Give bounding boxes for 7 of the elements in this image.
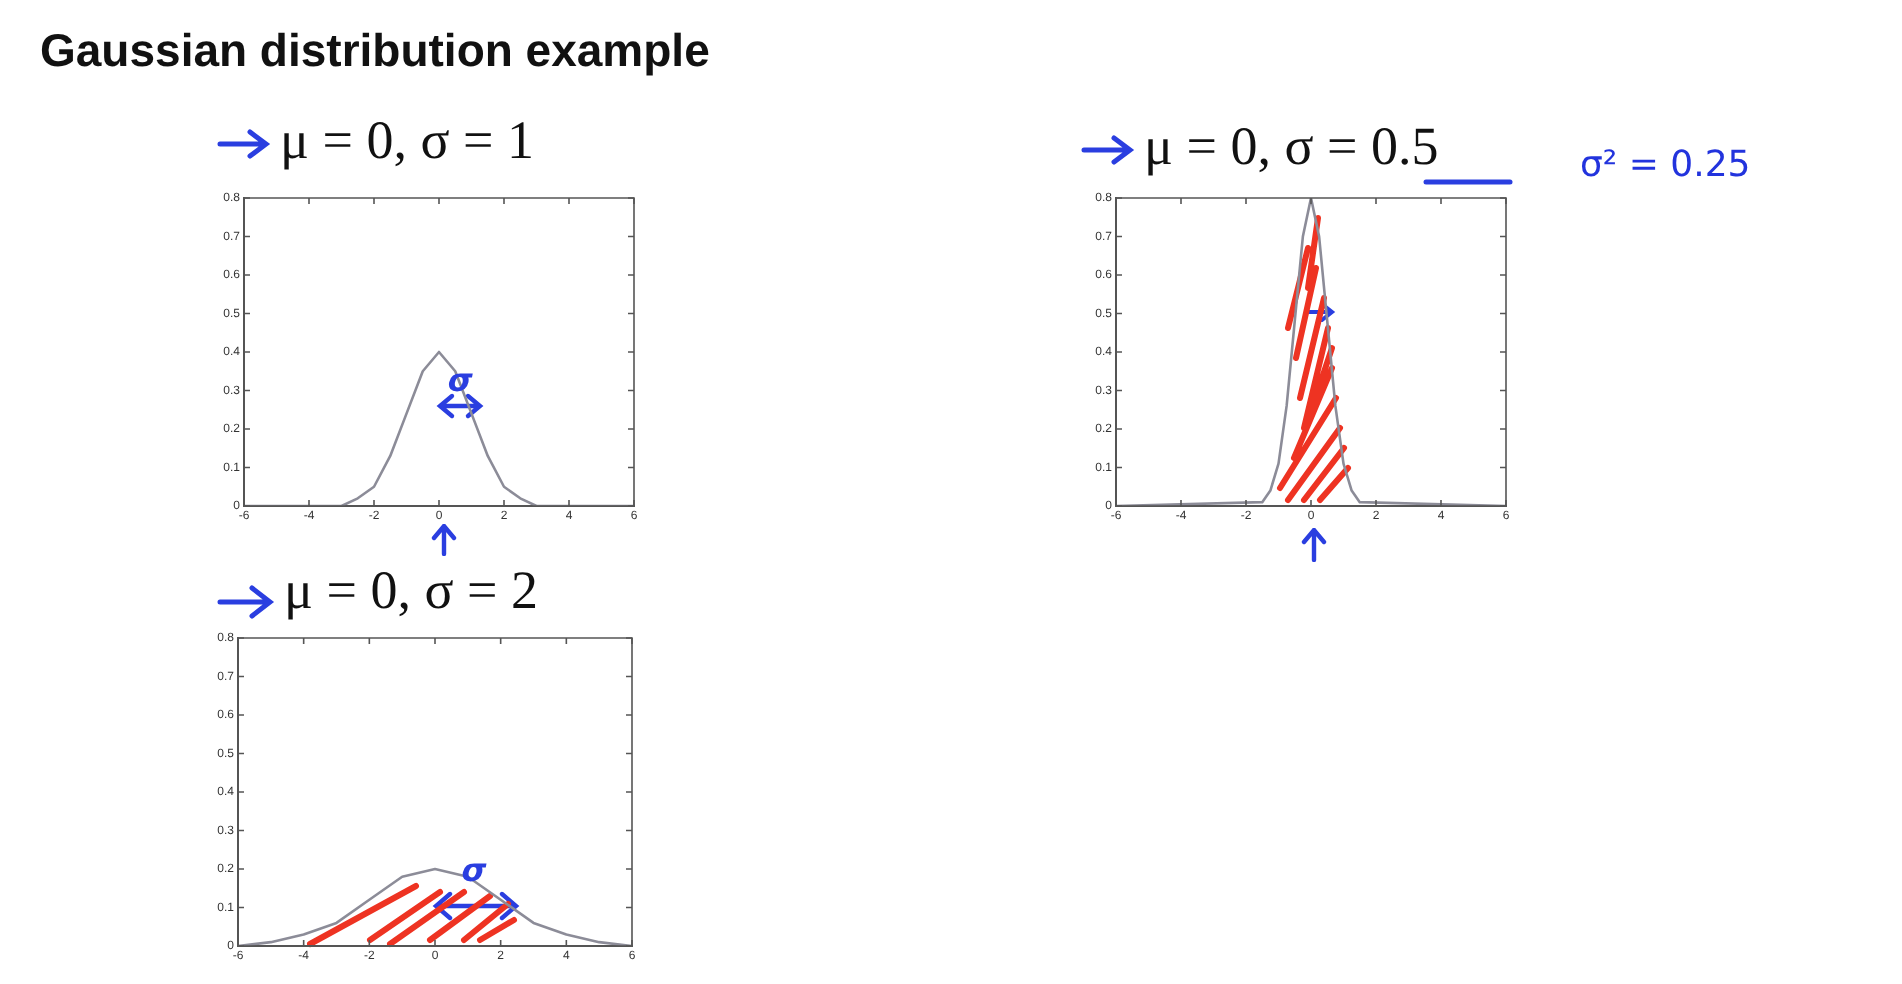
annotation: σ (447, 361, 474, 400)
chart-title: μ = 0, σ = 1 (280, 110, 534, 172)
annotation: σ (461, 851, 488, 890)
chart-title: μ = 0, σ = 0.5 (1144, 116, 1439, 178)
chart-title: μ = 0, σ = 2 (284, 560, 538, 622)
text: Gaussian distribution example (40, 24, 710, 78)
text: σ² = 0.25 (1580, 144, 1751, 186)
